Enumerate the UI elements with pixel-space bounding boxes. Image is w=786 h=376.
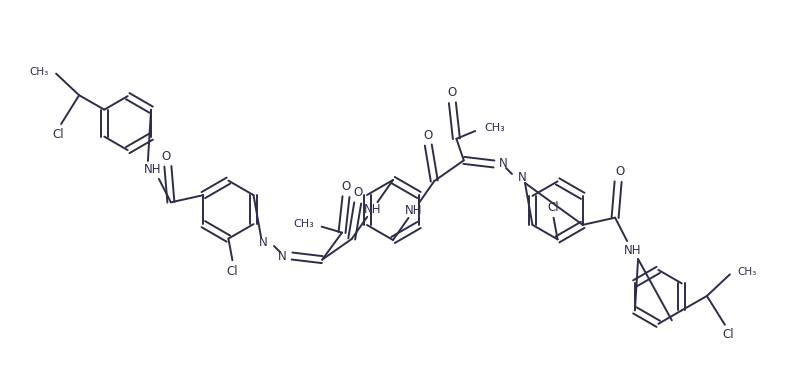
Text: O: O [615,165,625,178]
Text: NH: NH [144,164,162,176]
Text: Cl: Cl [226,265,238,278]
Text: N: N [259,235,268,249]
Text: NH: NH [364,203,381,216]
Text: CH₃: CH₃ [293,218,314,229]
Text: O: O [448,86,457,99]
Text: NH: NH [405,204,422,217]
Text: NH: NH [624,244,642,256]
Text: Cl: Cl [53,127,64,141]
Text: N: N [518,171,527,185]
Text: N: N [278,250,287,262]
Text: CH₃: CH₃ [30,67,49,77]
Text: CH₃: CH₃ [485,123,505,133]
Text: O: O [341,180,351,193]
Text: CH₃: CH₃ [737,267,756,277]
Text: O: O [353,186,362,200]
Text: Cl: Cl [722,328,733,341]
Text: O: O [161,150,171,163]
Text: O: O [424,129,433,141]
Text: N: N [499,158,508,170]
Text: Cl: Cl [548,201,560,214]
